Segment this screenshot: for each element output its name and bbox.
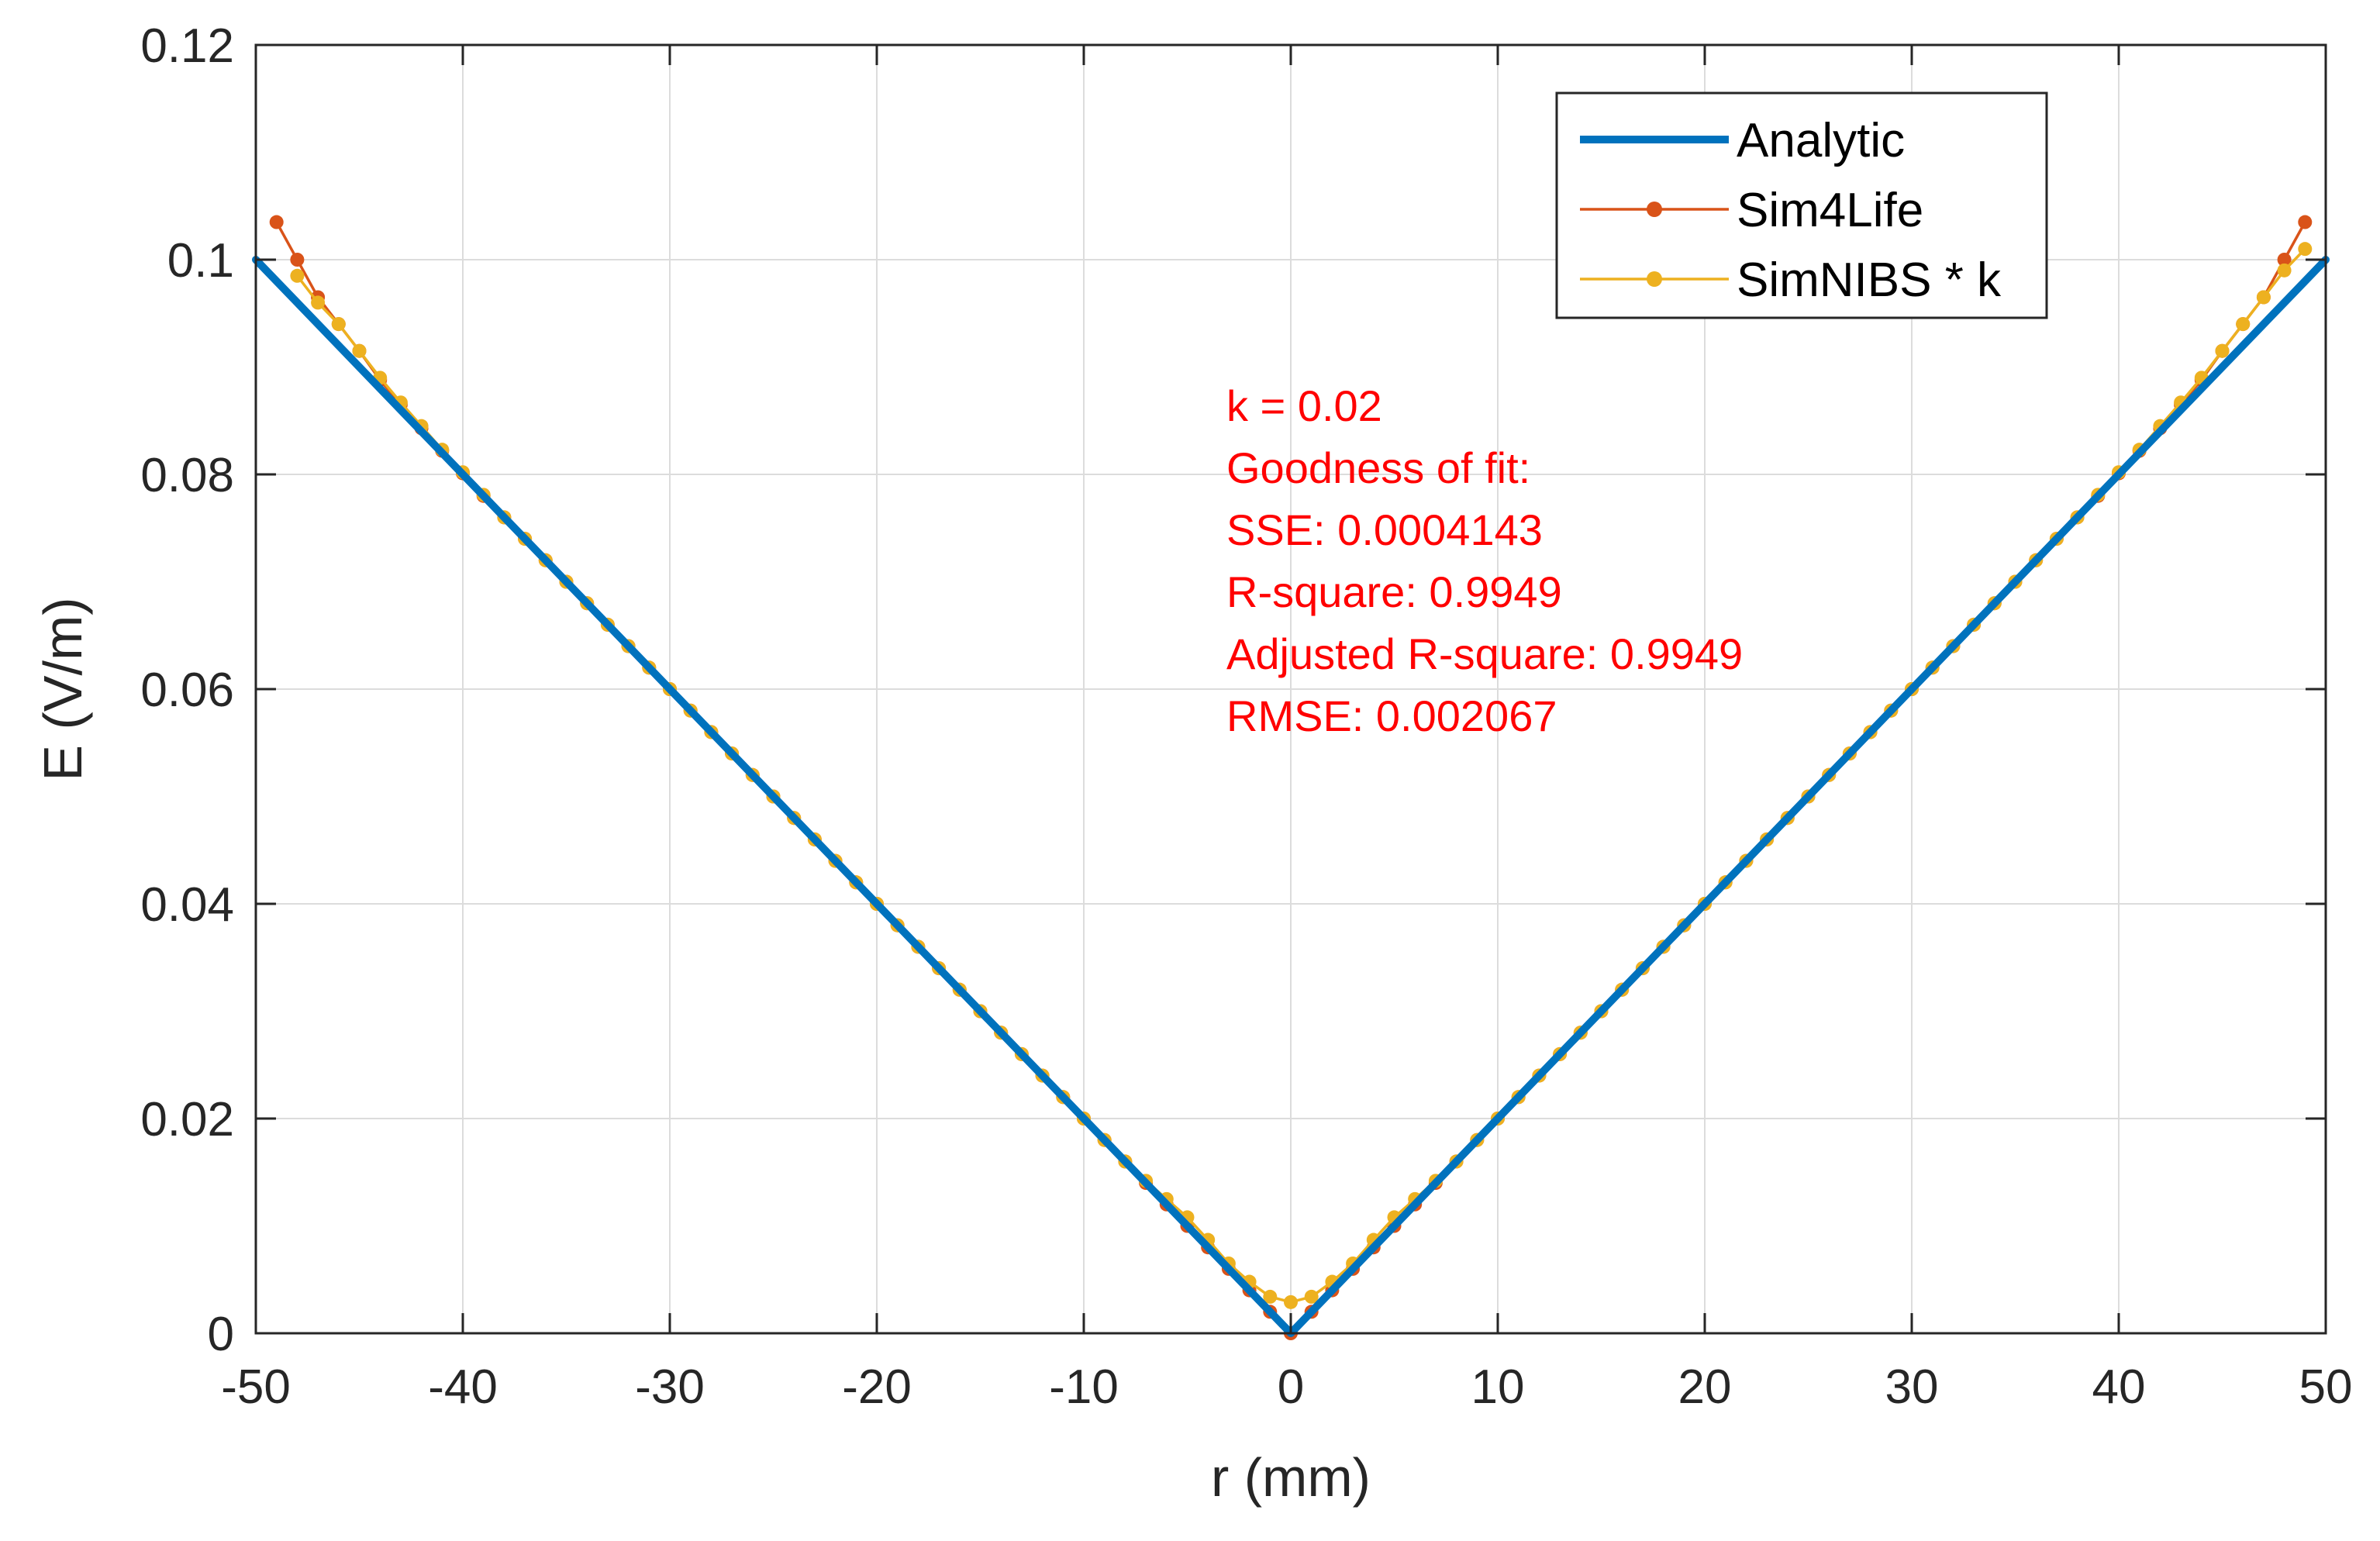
annotation-line: Goodness of fit: bbox=[1226, 443, 1530, 492]
x-tick-label: 10 bbox=[1471, 1360, 1525, 1414]
x-tick-label: -20 bbox=[842, 1360, 912, 1414]
legend-item: SimNIBS * k bbox=[1580, 253, 2002, 307]
data-point bbox=[290, 253, 305, 267]
legend: Analytic Sim4Life SimNIBS * k bbox=[1555, 91, 2048, 319]
x-axis-label: r (mm) bbox=[1211, 1447, 1371, 1508]
legend-label: Analytic bbox=[1737, 114, 1905, 167]
y-tick-label: 0.08 bbox=[140, 449, 234, 502]
data-point bbox=[269, 215, 284, 229]
x-tick-label: 20 bbox=[1678, 1360, 1732, 1414]
x-tick-label: 50 bbox=[2299, 1360, 2353, 1414]
data-point bbox=[352, 343, 367, 358]
legend-label: Sim4Life bbox=[1737, 184, 1923, 237]
data-point bbox=[2298, 242, 2313, 257]
legend-item: Sim4Life bbox=[1580, 184, 1923, 237]
data-point bbox=[2236, 317, 2251, 332]
data-point bbox=[1263, 1289, 1278, 1304]
data-point bbox=[1304, 1289, 1319, 1304]
x-tick-label: 30 bbox=[1885, 1360, 1939, 1414]
data-point bbox=[2256, 290, 2271, 305]
data-point bbox=[290, 268, 305, 283]
data-point bbox=[2277, 263, 2292, 278]
annotation-line: k = 0.02 bbox=[1226, 381, 1382, 430]
legend-item: Analytic bbox=[1580, 114, 1905, 167]
annotation-line: Adjusted R-square: 0.9949 bbox=[1226, 629, 1743, 678]
legend-swatch-marker bbox=[1647, 271, 1662, 287]
legend-label: SimNIBS * k bbox=[1737, 253, 2002, 307]
data-point bbox=[331, 317, 346, 332]
y-tick-label: 0.04 bbox=[140, 878, 234, 932]
x-tick-label: -30 bbox=[635, 1360, 705, 1414]
y-tick-label: 0.1 bbox=[167, 234, 234, 288]
x-tick-label: 0 bbox=[1278, 1360, 1304, 1414]
data-point bbox=[2215, 343, 2230, 358]
data-point bbox=[1284, 1295, 1298, 1309]
annotation-line: SSE: 0.0004143 bbox=[1226, 505, 1543, 554]
data-point bbox=[2277, 253, 2292, 267]
y-axis-label: E (V/m) bbox=[33, 597, 93, 781]
y-tick-label: 0.12 bbox=[140, 19, 234, 73]
x-tick-label: -40 bbox=[428, 1360, 498, 1414]
y-tick-label: 0 bbox=[208, 1308, 234, 1361]
y-tick-label: 0.06 bbox=[140, 664, 234, 717]
annotation-line: RMSE: 0.002067 bbox=[1226, 691, 1557, 740]
legend-swatch-marker bbox=[1647, 202, 1662, 217]
x-tick-label: 40 bbox=[2092, 1360, 2146, 1414]
x-tick-label: -50 bbox=[221, 1360, 291, 1414]
data-point bbox=[2298, 215, 2313, 229]
data-point bbox=[311, 295, 326, 310]
axis-ticks: -50 -40 -30 -20 -10 0 10 20 30 40 50 0 0.02 0.04 0.06 0… bbox=[140, 19, 2352, 1414]
x-tick-label: -10 bbox=[1049, 1360, 1119, 1414]
annotation-line: R-square: 0.9949 bbox=[1226, 567, 1562, 616]
y-tick-label: 0.02 bbox=[140, 1093, 234, 1146]
